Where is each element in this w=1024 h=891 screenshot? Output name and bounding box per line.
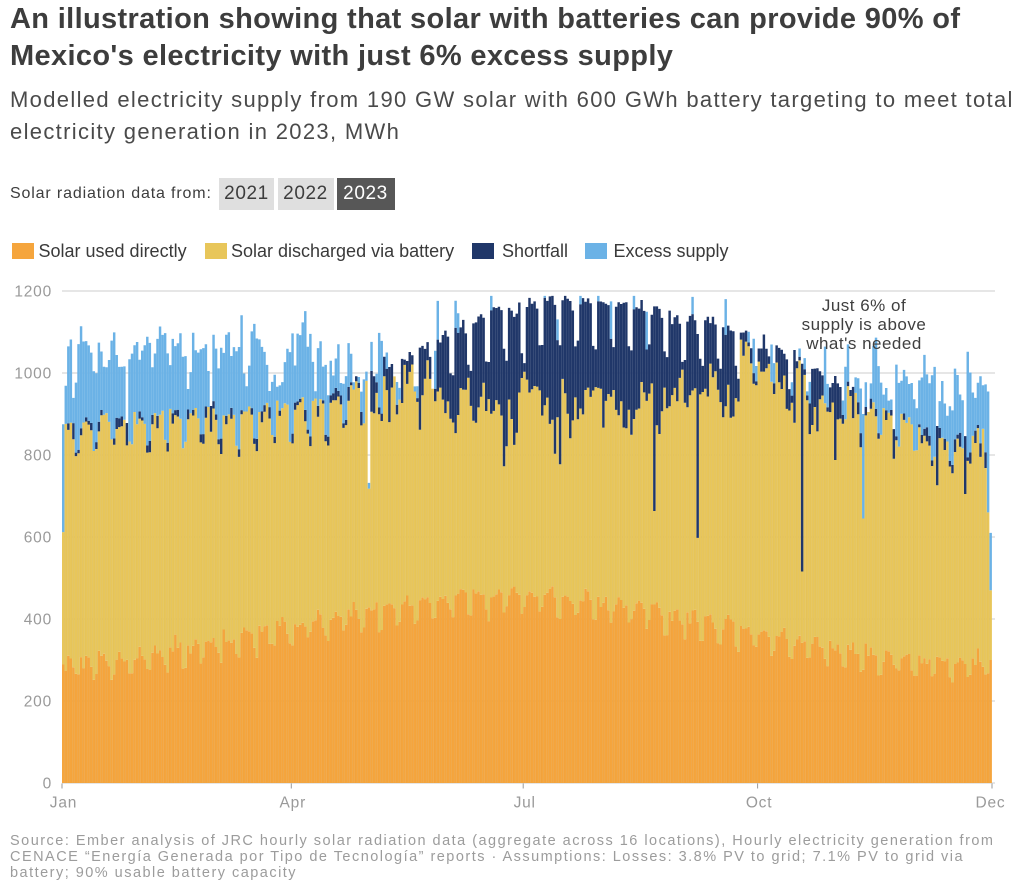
- svg-text:600: 600: [24, 529, 52, 546]
- svg-text:200: 200: [24, 693, 52, 710]
- svg-text:Jan: Jan: [50, 795, 77, 812]
- svg-text:Just 6% of: Just 6% of: [822, 296, 906, 315]
- svg-text:Dec: Dec: [976, 795, 1006, 812]
- svg-text:Jul: Jul: [514, 795, 536, 812]
- svg-text:1200: 1200: [14, 283, 52, 300]
- svg-text:what's needed: what's needed: [805, 334, 922, 353]
- svg-text:supply is above: supply is above: [802, 315, 927, 334]
- svg-text:800: 800: [24, 447, 52, 464]
- svg-text:Oct: Oct: [746, 795, 773, 812]
- svg-text:400: 400: [24, 611, 52, 628]
- svg-text:Apr: Apr: [280, 795, 307, 812]
- svg-text:0: 0: [43, 775, 52, 792]
- svg-text:1000: 1000: [14, 365, 52, 382]
